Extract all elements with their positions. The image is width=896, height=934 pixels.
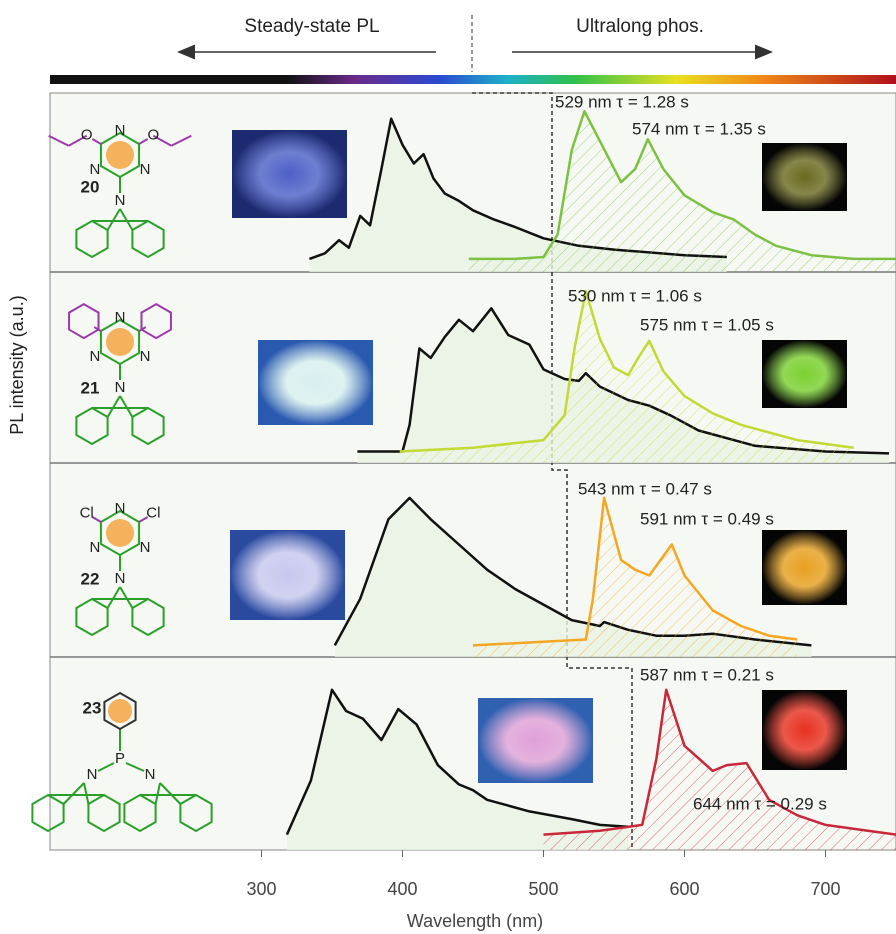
atom-label: N: [115, 379, 126, 396]
sample-photo: [230, 530, 345, 620]
peak-annotation: 591 nm τ = 0.49 s: [640, 509, 774, 528]
x-tick-label: 300: [246, 879, 276, 899]
left-header: Steady-state PL: [244, 16, 379, 37]
sample-photo: [258, 340, 373, 425]
atom-label: O: [148, 127, 160, 144]
atom-label: N: [90, 161, 101, 178]
triazine-core: [106, 519, 134, 547]
peak-annotation: 644 nm τ = 0.29 s: [693, 794, 827, 813]
phenyl-core: [108, 699, 132, 723]
x-tick-label: 600: [669, 879, 699, 899]
atom-label: N: [115, 500, 126, 517]
peak-annotation: 530 nm τ = 1.06 s: [568, 286, 702, 305]
compound-number: 22: [81, 569, 100, 588]
compound-number: 21: [81, 378, 100, 397]
sample-photo: [762, 340, 847, 408]
atom-label: Cl: [146, 505, 160, 522]
atom-label: N: [90, 539, 101, 556]
atom-label: Cl: [80, 505, 94, 522]
sample-photo: [762, 143, 847, 211]
y-axis-label: PL intensity (a.u.): [7, 295, 27, 434]
atom-label: N: [87, 766, 98, 783]
x-tick-label: 400: [387, 879, 417, 899]
compound-number: 23: [83, 698, 102, 717]
atom-label: P: [115, 750, 125, 767]
peak-annotation: 529 nm τ = 1.28 s: [555, 92, 689, 111]
x-tick-label: 500: [528, 879, 558, 899]
x-tick-label: 700: [810, 879, 840, 899]
atom-label: N: [140, 348, 151, 365]
triazine-core: [106, 328, 134, 356]
atom-label: N: [115, 192, 126, 209]
color-bar: [50, 75, 896, 84]
atom-label: N: [115, 122, 126, 139]
atom-label: N: [115, 309, 126, 326]
right-header: Ultralong phos.: [576, 16, 704, 37]
atom-label: N: [140, 539, 151, 556]
atom-label: N: [140, 161, 151, 178]
peak-annotation: 587 nm τ = 0.21 s: [640, 665, 774, 684]
sample-photo: [762, 690, 847, 770]
peak-annotation: 543 nm τ = 0.47 s: [578, 479, 712, 498]
page: Steady-state PL Ultralong phos. PL inten…: [0, 0, 896, 934]
compound-number: 20: [81, 177, 100, 196]
triazine-core: [106, 141, 134, 169]
atom-label: N: [145, 766, 156, 783]
sample-photo: [232, 130, 347, 218]
sample-photo: [478, 698, 593, 783]
peak-annotation: 574 nm τ = 1.35 s: [632, 119, 766, 138]
atom-label: N: [90, 348, 101, 365]
atom-label: N: [115, 570, 126, 587]
peak-annotation: 575 nm τ = 1.05 s: [640, 315, 774, 334]
atom-label: O: [81, 127, 93, 144]
sample-photo: [762, 530, 847, 605]
x-axis-label: Wavelength (nm): [407, 911, 543, 931]
figure: Steady-state PL Ultralong phos. PL inten…: [0, 0, 896, 934]
